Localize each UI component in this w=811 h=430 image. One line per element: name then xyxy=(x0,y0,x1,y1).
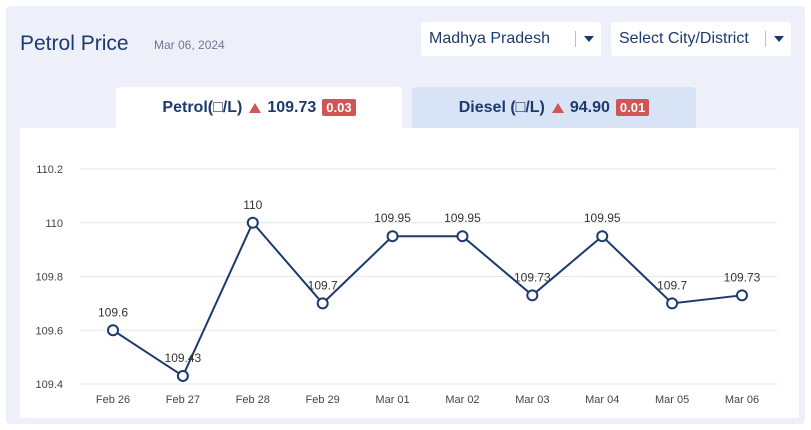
y-tick-label: 109.8 xyxy=(35,272,63,284)
select-divider xyxy=(765,31,766,47)
tab-diesel-change-badge: 0.01 xyxy=(615,99,650,116)
state-select-value: Madhya Pradesh xyxy=(429,30,550,47)
data-label: 109.7 xyxy=(657,278,687,292)
tab-petrol-label: Petrol(□/L) xyxy=(162,98,243,116)
data-label: 109.95 xyxy=(584,211,621,225)
tab-diesel-price: 94.90 xyxy=(569,98,610,116)
x-tick-label: Mar 01 xyxy=(375,394,409,406)
data-point xyxy=(666,297,679,310)
tab-petrol-price: 109.73 xyxy=(267,98,317,116)
price-up-icon xyxy=(551,102,564,113)
x-tick-label: Feb 28 xyxy=(236,394,270,406)
data-point xyxy=(176,369,189,382)
price-line-chart: 110.2 110 109.8 109.6 109.4 Feb 26 Feb 27 Feb 2… xyxy=(35,164,777,406)
tab-diesel-label: Diesel (□/L) xyxy=(458,98,545,116)
data-point xyxy=(526,289,539,302)
price-chart: 110.2 110 109.8 109.6 109.4 Feb 26 Feb 27 Feb 2… xyxy=(20,128,799,418)
price-series-line xyxy=(112,220,743,378)
data-label: 109.7 xyxy=(308,278,338,292)
data-point xyxy=(246,216,259,229)
y-tick-label: 109.4 xyxy=(35,379,63,391)
x-tick-label: Feb 26 xyxy=(96,394,130,406)
data-label: 109.95 xyxy=(374,211,411,225)
x-tick-label: Feb 29 xyxy=(306,394,340,406)
chevron-down-icon xyxy=(774,36,784,42)
data-label: 109.95 xyxy=(444,211,481,225)
tab-petrol-change-badge: 0.03 xyxy=(322,99,356,116)
page-title: Petrol Price xyxy=(20,32,129,55)
y-tick-label: 109.6 xyxy=(35,325,63,337)
x-tick-label: Mar 06 xyxy=(725,394,759,406)
data-label: 109.43 xyxy=(165,351,202,365)
data-point xyxy=(107,324,119,337)
data-label: 109.73 xyxy=(514,270,551,284)
fuel-price-widget: Petrol Price Mar 06, 2024 Madhya Pradesh… xyxy=(6,6,805,424)
state-select[interactable]: Madhya Pradesh xyxy=(421,22,601,56)
data-point xyxy=(456,230,469,243)
data-label: 109.73 xyxy=(724,270,761,284)
tab-diesel[interactable]: Diesel (□/L) 94.90 0.01 xyxy=(412,87,696,128)
city-select-value: Select City/District xyxy=(619,30,749,47)
tab-petrol[interactable]: Petrol(□/L) 109.73 0.03 xyxy=(116,87,402,128)
y-tick-label: 110 xyxy=(45,218,63,230)
data-label: 110 xyxy=(243,198,262,212)
data-point xyxy=(736,289,748,302)
city-select[interactable]: Select City/District xyxy=(611,22,791,56)
data-point xyxy=(316,297,329,310)
data-point xyxy=(596,230,609,243)
x-tick-label: Mar 02 xyxy=(445,394,479,406)
data-label: 109.6 xyxy=(98,305,128,319)
x-tick-label: Feb 27 xyxy=(166,394,200,406)
price-date: Mar 06, 2024 xyxy=(154,38,225,52)
price-up-icon xyxy=(249,102,262,113)
data-point xyxy=(386,230,399,243)
x-tick-label: Mar 03 xyxy=(515,394,549,406)
y-tick-label: 110.2 xyxy=(36,164,63,176)
x-tick-label: Mar 05 xyxy=(655,394,689,406)
chevron-down-icon xyxy=(584,36,594,42)
x-tick-label: Mar 04 xyxy=(585,394,619,406)
select-divider xyxy=(575,31,576,47)
